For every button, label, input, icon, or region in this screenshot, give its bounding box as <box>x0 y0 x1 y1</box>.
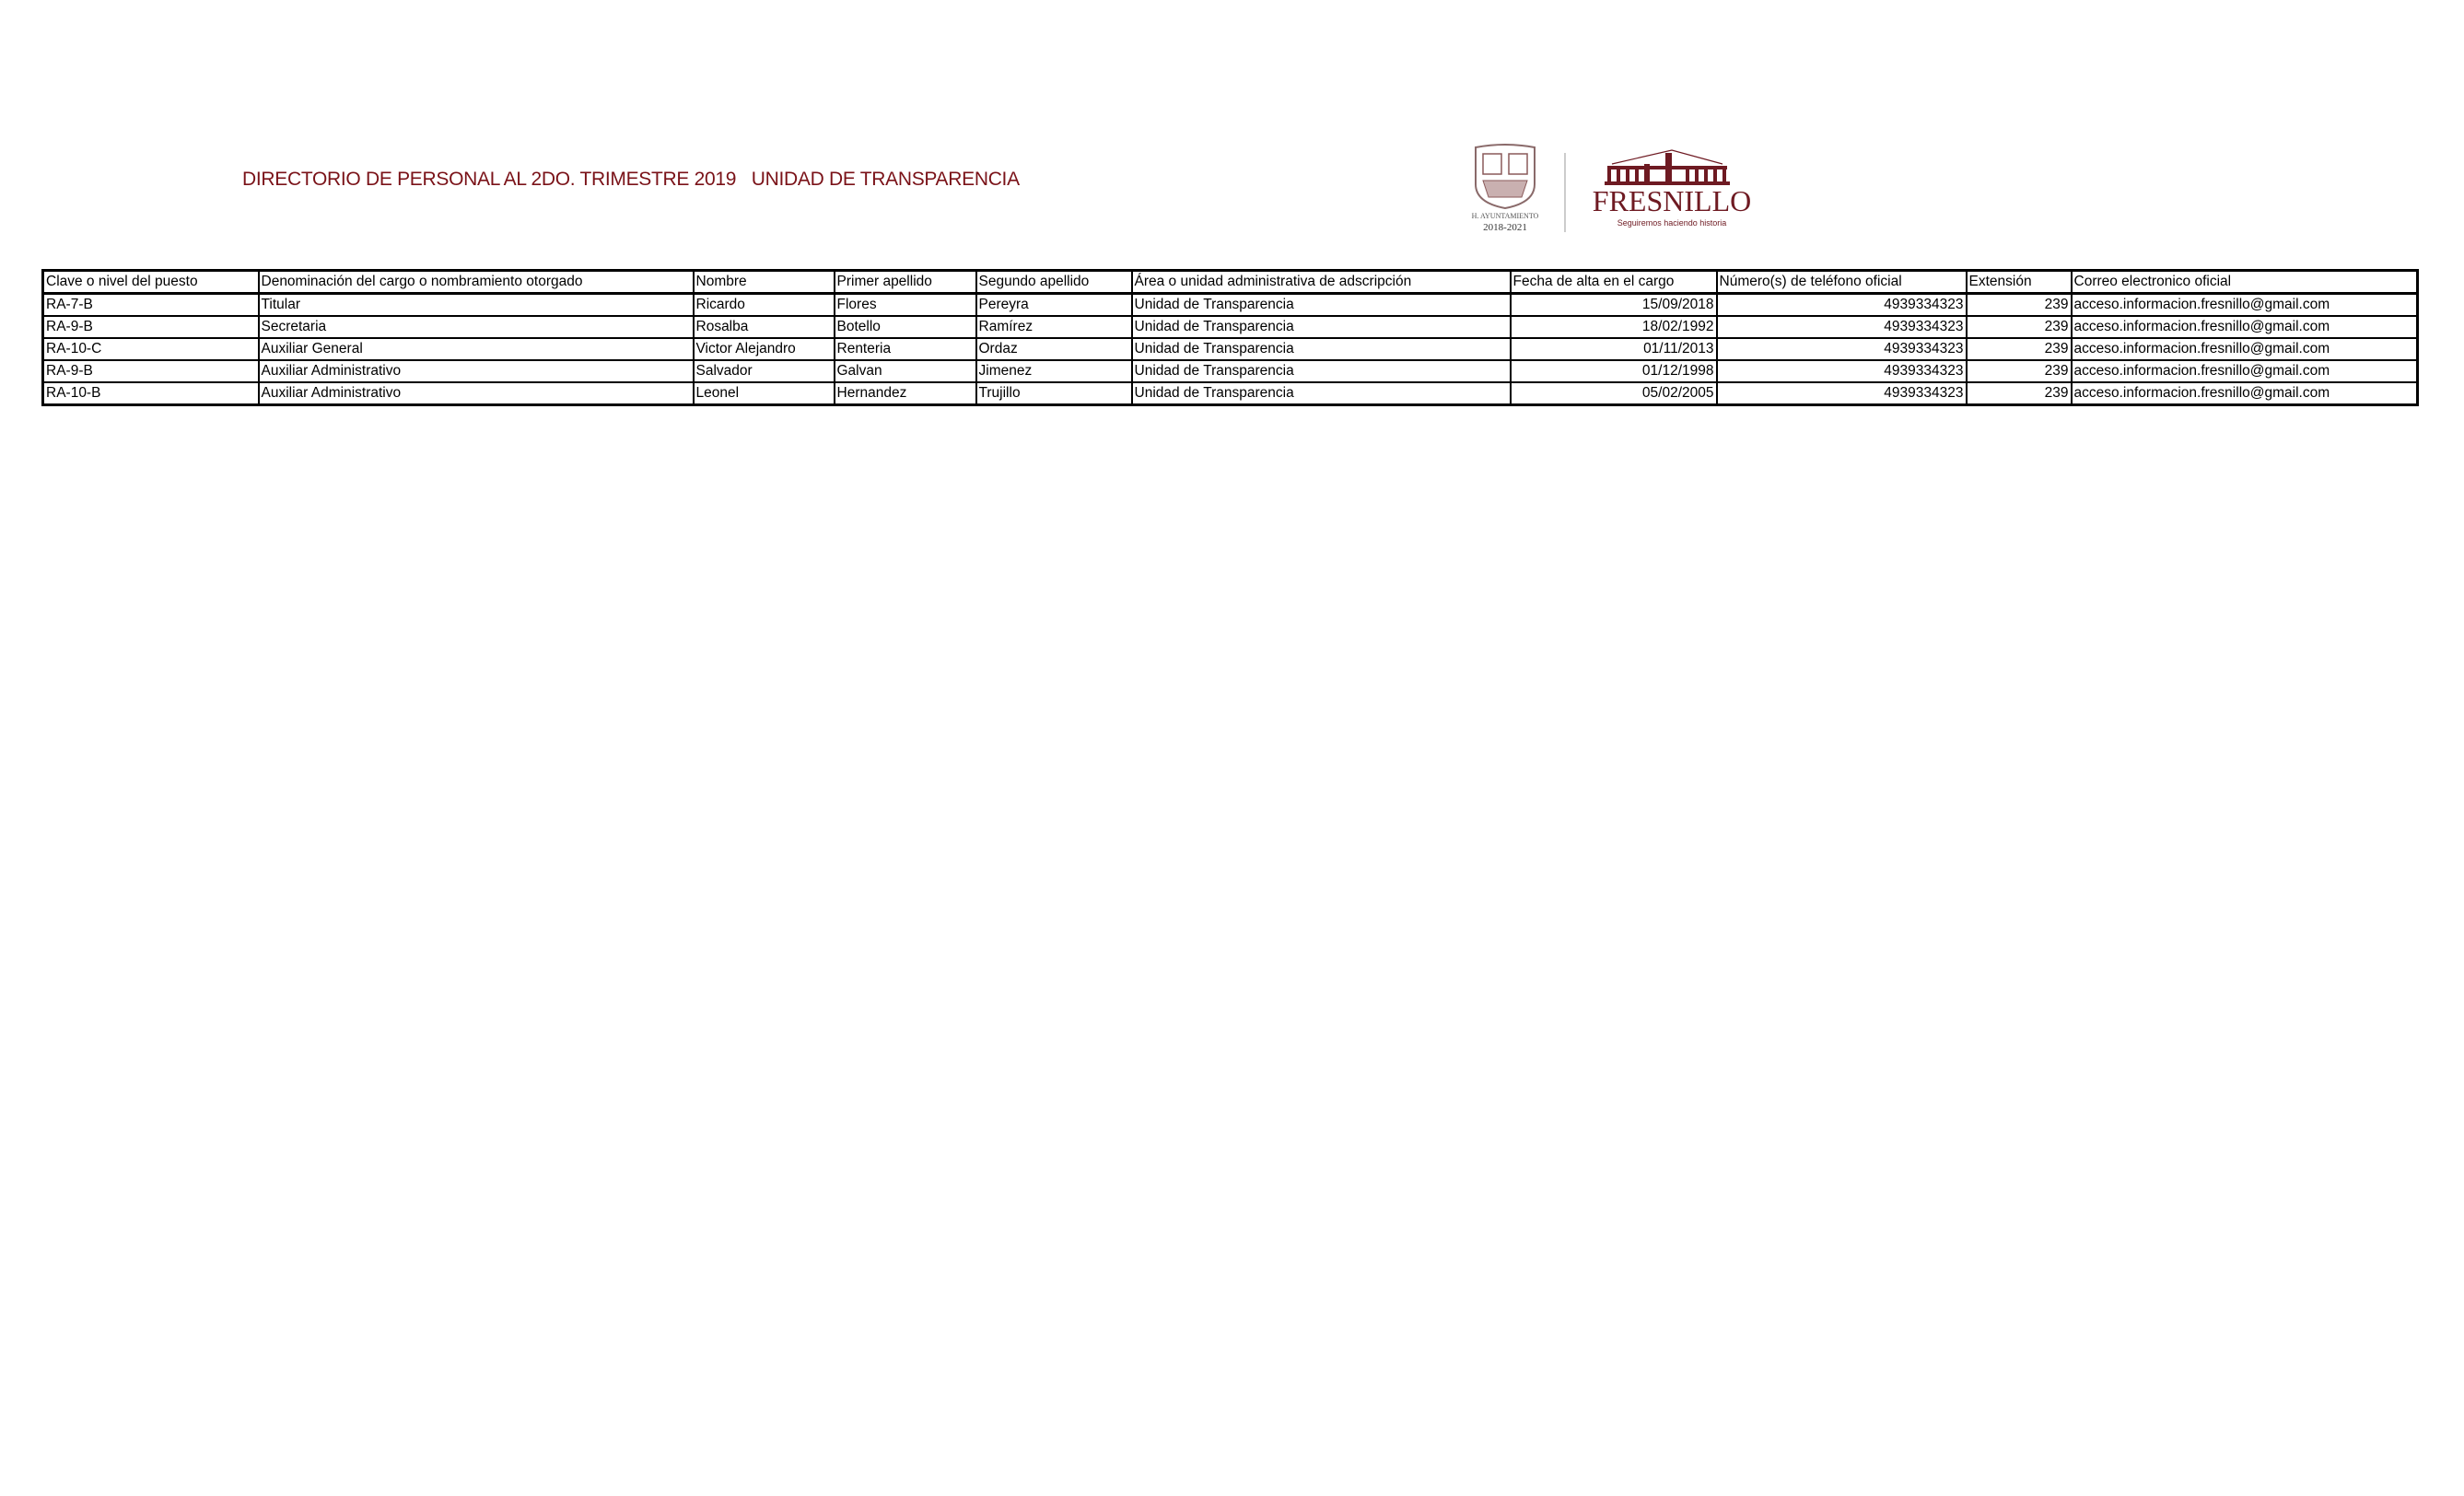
column-header-extension: Extensión <box>1965 269 2073 295</box>
cell-cargo: Auxiliar Administrativo <box>257 381 695 406</box>
column-header-area: Área o unidad administrativa de adscripc… <box>1130 269 1512 295</box>
column-header-primer-apellido: Primer apellido <box>833 269 977 295</box>
cell-area: Unidad de Transparencia <box>1130 315 1512 339</box>
cell-nombre: Leonel <box>692 381 835 406</box>
cell-segundo-apellido: Pereyra <box>975 292 1133 317</box>
cell-primer-apellido: Renteria <box>833 337 977 361</box>
cell-segundo-apellido: Trujillo <box>975 381 1133 406</box>
cell-primer-apellido: Galvan <box>833 359 977 383</box>
cell-segundo-apellido: Ramírez <box>975 315 1133 339</box>
column-header-clave: Clave o nivel del puesto <box>41 269 260 295</box>
cell-area: Unidad de Transparencia <box>1130 337 1512 361</box>
cell-correo: acceso.informacion.fresnillo@gmail.com <box>2070 359 2419 383</box>
cell-cargo: Auxiliar General <box>257 337 695 361</box>
cell-cargo: Titular <box>257 292 695 317</box>
table-row: RA-9-B Auxiliar Administrativo Salvador Gal… <box>41 359 2419 383</box>
page-title: DIRECTORIO DE PERSONAL AL 2DO. TRIMESTRE… <box>242 169 1020 190</box>
cell-fecha-alta: 01/12/1998 <box>1509 359 1718 383</box>
cell-clave: RA-9-B <box>41 315 260 339</box>
cell-clave: RA-9-B <box>41 359 260 383</box>
cell-area: Unidad de Transparencia <box>1130 359 1512 383</box>
column-header-telefono: Número(s) de teléfono oficial <box>1715 269 1968 295</box>
cell-cargo: Auxiliar Administrativo <box>257 359 695 383</box>
table-row: RA-10-B Auxiliar Administrativo Leonel Hern… <box>41 381 2419 406</box>
cell-telefono: 4939334323 <box>1715 359 1968 383</box>
logo-divider <box>1564 153 1566 232</box>
staff-directory-table: Clave o nivel del puesto Denominación del… <box>41 269 2419 406</box>
cell-primer-apellido: Flores <box>833 292 977 317</box>
cell-fecha-alta: 15/09/2018 <box>1509 292 1718 317</box>
cell-segundo-apellido: Ordaz <box>975 337 1133 361</box>
table-row: RA-7-B Titular Ricardo Flores Pereyra Unidad … <box>41 292 2419 317</box>
cell-extension: 239 <box>1965 337 2073 361</box>
cell-extension: 239 <box>1965 315 2073 339</box>
column-header-nombre: Nombre <box>692 269 835 295</box>
cell-cargo: Secretaria <box>257 315 695 339</box>
brand-tagline: Seguiremos haciendo historia <box>1617 218 1727 228</box>
cell-telefono: 4939334323 <box>1715 381 1968 406</box>
cell-fecha-alta: 18/02/1992 <box>1509 315 1718 339</box>
fresnillo-skyline-logo <box>1605 149 1730 185</box>
cell-primer-apellido: Botello <box>833 315 977 339</box>
cell-fecha-alta: 05/02/2005 <box>1509 381 1718 406</box>
table-row: RA-10-C Auxiliar General Victor Alejandro R… <box>41 337 2419 361</box>
cell-correo: acceso.informacion.fresnillo@gmail.com <box>2070 337 2419 361</box>
column-header-cargo: Denominación del cargo o nombramiento ot… <box>257 269 695 295</box>
cell-extension: 239 <box>1965 292 2073 317</box>
shield-years: 2018-2021 <box>1483 222 1527 233</box>
cell-extension: 239 <box>1965 381 2073 406</box>
cell-nombre: Rosalba <box>692 315 835 339</box>
table-row: RA-9-B Secretaria Rosalba Botello Ramírez Uni… <box>41 315 2419 339</box>
municipal-shield-logo <box>1475 144 1536 210</box>
cell-correo: acceso.informacion.fresnillo@gmail.com <box>2070 292 2419 317</box>
cell-clave: RA-10-C <box>41 337 260 361</box>
brand-name: FRESNILLO <box>1592 184 1752 217</box>
cell-nombre: Salvador <box>692 359 835 383</box>
shield-caption: H. AYUNTAMIENTO <box>1471 212 1539 220</box>
cell-clave: RA-10-B <box>41 381 260 406</box>
column-header-segundo-apellido: Segundo apellido <box>975 269 1133 295</box>
cell-nombre: Ricardo <box>692 292 835 317</box>
column-header-fecha-alta: Fecha de alta en el cargo <box>1509 269 1718 295</box>
cell-telefono: 4939334323 <box>1715 292 1968 317</box>
cell-telefono: 4939334323 <box>1715 315 1968 339</box>
cell-fecha-alta: 01/11/2013 <box>1509 337 1718 361</box>
cell-correo: acceso.informacion.fresnillo@gmail.com <box>2070 381 2419 406</box>
cell-nombre: Victor Alejandro <box>692 337 835 361</box>
cell-telefono: 4939334323 <box>1715 337 1968 361</box>
column-header-correo: Correo electronico oficial <box>2070 269 2419 295</box>
table-header-row: Clave o nivel del puesto Denominación del… <box>41 269 2419 295</box>
cell-extension: 239 <box>1965 359 2073 383</box>
cell-primer-apellido: Hernandez <box>833 381 977 406</box>
cell-segundo-apellido: Jimenez <box>975 359 1133 383</box>
cell-correo: acceso.informacion.fresnillo@gmail.com <box>2070 315 2419 339</box>
cell-clave: RA-7-B <box>41 292 260 317</box>
cell-area: Unidad de Transparencia <box>1130 381 1512 406</box>
cell-area: Unidad de Transparencia <box>1130 292 1512 317</box>
